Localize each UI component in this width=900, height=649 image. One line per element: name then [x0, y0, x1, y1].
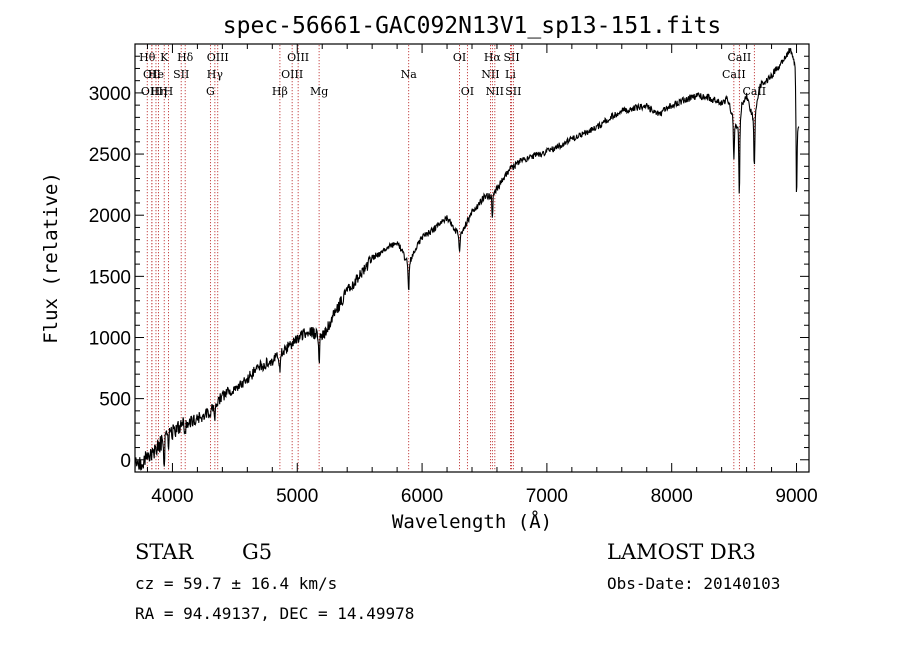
line-marker-label: Mg — [310, 85, 328, 98]
line-marker-label: Na — [401, 68, 418, 81]
line-marker-label: SII — [505, 85, 521, 98]
y-axis-label: Flux (relative) — [40, 172, 62, 344]
x-tick-label: 9000 — [775, 486, 817, 507]
x-tick-label: 5000 — [276, 486, 318, 507]
line-marker-label: OIII — [281, 68, 303, 81]
coordinates: RA = 94.49137, DEC = 14.49978 — [135, 604, 415, 623]
object-subclass: G5 — [242, 540, 273, 564]
y-tick-label: 1000 — [89, 328, 131, 349]
x-tick-label: 6000 — [401, 486, 443, 507]
y-tick-label: 0 — [120, 451, 131, 472]
plot-frame — [134, 43, 810, 473]
object-class: STAR — [135, 540, 194, 564]
line-marker-label: NII — [486, 85, 504, 98]
y-tick-label: 3000 — [89, 84, 131, 105]
x-tick-label: 7000 — [526, 486, 568, 507]
spectrum-chart: spec-56661-GAC092N13V1_sp13-151.fits Hθ O… — [40, 13, 818, 533]
line-marker-label: OI — [453, 51, 466, 64]
line-marker-label: G — [206, 85, 215, 98]
line-marker-label: CaII — [728, 51, 752, 64]
chart-title: spec-56661-GAC092N13V1_sp13-151.fits — [223, 13, 722, 39]
x-tick-label: 4000 — [151, 486, 193, 507]
line-marker-label: Hβ — [272, 85, 288, 98]
x-axis-label: Wavelength (Å) — [392, 510, 552, 533]
x-tick-label: 8000 — [651, 486, 693, 507]
line-marker-label: He — [148, 68, 164, 81]
line-marker-label: OIII — [287, 51, 309, 64]
redshift-value: cz = 59.7 ± 16.4 km/s — [135, 574, 338, 593]
line-marker-label: SII — [503, 51, 519, 64]
line-marker-label: SII — [173, 68, 189, 81]
observation-date: Obs-Date: 20140103 — [607, 574, 781, 593]
survey-name: LAMOST DR3 — [607, 540, 756, 564]
line-marker-label: H — [164, 85, 174, 98]
y-tick-label: 1500 — [89, 267, 131, 288]
line-marker-label: Hδ — [177, 51, 194, 64]
line-marker-label: OIII — [207, 51, 229, 64]
line-marker-label: Li — [505, 68, 516, 81]
line-marker-label: K — [160, 51, 169, 64]
line-marker-label: NII — [481, 68, 499, 81]
line-marker-label: OII — [143, 68, 161, 81]
y-tick-label: 500 — [99, 390, 131, 411]
y-tick-label: 2000 — [89, 206, 131, 227]
line-marker-label: Hη — [150, 85, 166, 98]
line-marker-label: Hθ — [139, 51, 156, 64]
line-marker-label: OI — [461, 85, 474, 98]
axis-ticks: 4000 5000 6000 7000 8000 9000 0 500 1000 1500 2000… — [89, 43, 818, 507]
line-marker-label: OIII — [141, 85, 163, 98]
line-marker-label: CaII — [722, 68, 746, 81]
y-tick-label: 2500 — [89, 145, 131, 166]
spectrum-line — [134, 47, 800, 472]
line-marker-label: Hγ — [207, 68, 224, 81]
emission-line-markers: Hθ OII OIII He Hη K H SII Hδ G Hγ OIII Hβ OIII OIII Mg N… — [139, 45, 766, 471]
line-marker-label: Hα — [484, 51, 502, 64]
